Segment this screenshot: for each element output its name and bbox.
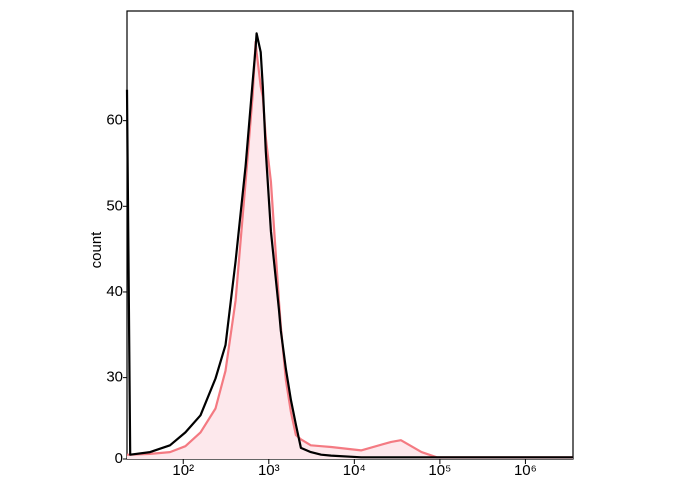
x-tick-label: 10⁵	[428, 462, 451, 479]
y-tick-label: 30	[106, 369, 123, 386]
x-tick-label: 10⁴	[343, 462, 366, 479]
x-tick-label: 10⁶	[514, 462, 537, 479]
y-tick-label: 50	[106, 197, 123, 214]
y-tick-label: 40	[106, 283, 123, 300]
y-tick-label: 60	[106, 112, 123, 129]
plot-frame	[126, 10, 574, 460]
x-tick-label: 10³	[258, 462, 280, 479]
y-tick-label: 0	[115, 450, 123, 467]
line	[125, 32, 573, 459]
line	[127, 40, 573, 459]
y-axis-label: count	[88, 231, 105, 269]
x-tick-label: 10²	[172, 462, 194, 479]
area	[127, 41, 573, 460]
